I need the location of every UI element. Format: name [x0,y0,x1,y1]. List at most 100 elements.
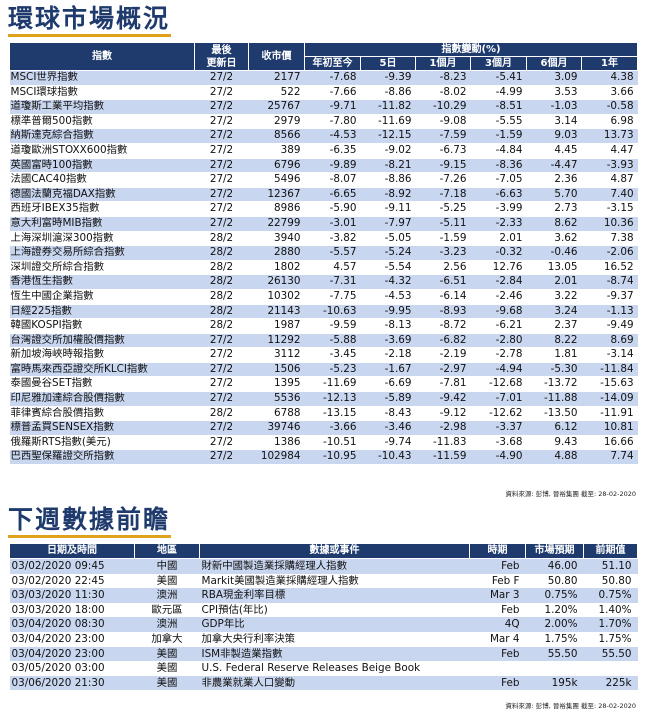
event-previous: 225k [583,675,638,691]
market-row: 意大利富時MIB指數 27/2 22799 -3.01 -7.97 -5.11 -2.33 8… [9,216,638,232]
index-name: 上海證券交易所綜合指數 [9,245,195,261]
last-update: 27/2 [194,172,249,188]
close-price: 5496 [248,172,305,188]
event-forecast: 2.00% [525,617,584,632]
change-ytd: -7.80 [304,114,361,130]
change-5d: -8.86 [360,172,416,188]
event-name: Markit美國製造業採購經理人指數 [199,573,470,589]
change-ytd: -6.65 [304,187,361,203]
last-update: 27/2 [194,449,249,466]
change-1m: -10.29 [415,99,471,115]
change-ytd: -5.23 [304,362,361,378]
last-update: 28/2 [194,274,249,290]
close-price: 1386 [248,435,305,451]
change-1m: 2.56 [415,260,471,276]
close-price: 2880 [248,245,305,261]
change-ytd: -5.57 [304,245,361,261]
header-forecast: 市場預期 [525,543,584,559]
change-1y: -15.63 [581,376,638,393]
change-5d: -4.53 [360,289,416,305]
change-1m: -5.25 [415,201,471,217]
event-region: 美國 [134,573,200,589]
event-period: Feb [469,602,526,618]
change-1m: -8.93 [415,304,471,320]
last-update: 27/2 [194,391,249,407]
change-6m: 2.37 [526,318,582,334]
index-name: 意大利富時MIB指數 [9,216,195,232]
change-1y: 4.47 [581,143,638,159]
change-3m: -6.63 [470,187,527,203]
change-6m: -11.88 [526,391,582,407]
market-row: 納斯達克綜合指數 27/2 8566 -4.53 -12.15 -7.59 -1.59 9.0… [9,128,638,144]
index-name: 富時馬來西亞證交所KLCI指數 [9,362,195,378]
event-region: 美國 [134,661,200,676]
event-name: CPI預估(年比) [199,602,470,618]
header-period-2: 1個月 [415,56,471,71]
change-6m: 9.43 [526,435,582,451]
header-close: 收市價 [248,42,305,71]
change-1y: 3.66 [581,85,638,101]
event-row: 03/03/2020 11:30 澳洲 RBA現金利率目標 Mar 3 0.75% 0.7… [9,588,638,603]
change-1y: -2.06 [581,245,638,261]
market-row: MSCI環球指數 27/2 522 -7.66 -8.86 -8.02 -4.99 3.53 3… [9,85,638,101]
change-1m: -7.81 [415,376,471,393]
change-1m: -8.72 [415,318,471,334]
change-3m: -2.80 [470,333,527,349]
change-3m: -4.84 [470,143,527,159]
change-3m: 2.01 [470,231,527,247]
change-3m: -4.90 [470,449,527,466]
events-table: 日期及時間 地區 數據或事件 時期 市場預期 前期值 03/02/2020 09… [9,543,638,691]
change-6m: 5.70 [526,187,582,203]
change-5d: -4.32 [360,274,416,290]
change-6m: 4.88 [526,449,582,466]
close-price: 1802 [248,260,305,276]
change-1m: -5.11 [415,216,471,232]
market-row: 德國法蘭克福DAX指數 27/2 12367 -6.65 -8.92 -7.18 -6.63… [9,187,638,203]
event-region: 美國 [134,675,200,691]
events-section-title: 下週數據前瞻 [8,505,171,534]
change-5d: -9.74 [360,435,416,451]
change-ytd: -11.69 [304,376,361,393]
change-1y: 16.52 [581,260,638,276]
change-5d: -9.39 [360,70,416,86]
event-name: GDP年比 [199,617,470,632]
change-6m: -13.72 [526,376,582,393]
last-update: 27/2 [194,362,249,378]
index-name: 深圳證交所綜合指數 [9,260,195,276]
close-price: 6788 [248,406,305,422]
last-update: 27/2 [194,435,249,451]
market-row: 恆生中國企業指數 28/2 10302 -7.75 -4.53 -6.14 -2.46 3.2… [9,289,638,305]
change-3m: -4.94 [470,362,527,378]
event-name: RBA現金利率目標 [199,588,470,603]
change-3m: -2.84 [470,274,527,290]
change-6m: 2.01 [526,274,582,290]
change-3m: -3.37 [470,420,527,436]
change-1m: -3.23 [415,245,471,261]
event-name: 財新中國製造業採購經理人指數 [199,558,470,574]
change-3m: -5.41 [470,70,527,86]
change-ytd: 4.57 [304,260,361,276]
change-1m: -7.59 [415,128,471,144]
market-row: 菲律賓綜合股價指數 28/2 6788 -13.15 -8.43 -9.12 -12.62-… [9,406,638,422]
change-ytd: -3.01 [304,216,361,232]
change-1y: -3.93 [581,158,638,174]
index-name: 泰國曼谷SET指數 [9,376,195,393]
event-forecast: 1.75% [525,631,584,647]
change-ytd: -13.15 [304,406,361,422]
events-source-note: 資料來源: 彭博, 晉裕集團 截至: 28-02-2020 [505,702,637,710]
event-period: Feb [469,558,526,574]
change-1m: -8.02 [415,85,471,101]
last-update: 27/2 [194,376,249,393]
close-price: 25767 [248,99,305,115]
change-1y: 6.98 [581,114,638,130]
event-forecast: 0.75% [525,588,584,603]
close-price: 12367 [248,187,305,203]
change-ytd: -10.51 [304,435,361,451]
close-price: 21143 [248,304,305,320]
market-row: 道瓊歐洲STOXX600指數 27/2 389 -6.35 -9.02 -6.73 -4.8… [9,143,638,159]
index-name: 標準普爾500指數 [9,114,195,130]
last-update: 27/2 [194,158,249,174]
change-6m: 8.22 [526,333,582,349]
index-name: 韓國KOSPI指數 [9,318,195,334]
index-name: 道瓊斯工業平均指數 [9,99,195,115]
